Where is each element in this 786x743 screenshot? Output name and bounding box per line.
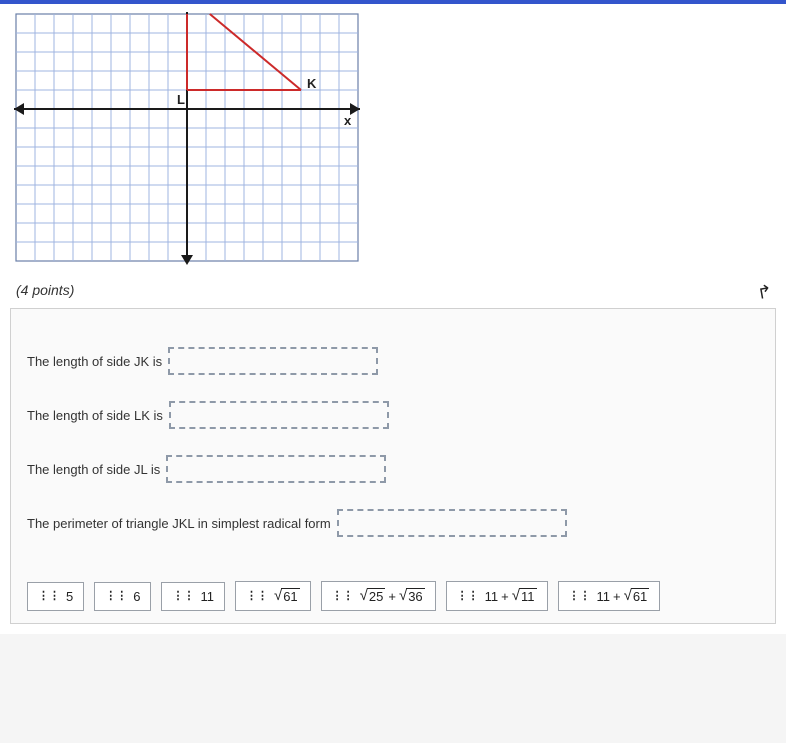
row-lk: The length of side LK is: [27, 401, 759, 429]
answer-tile-6[interactable]: ⋮⋮11 + √61: [558, 581, 661, 611]
drag-handle-icon: ⋮⋮: [332, 592, 354, 600]
svg-text:K: K: [307, 76, 317, 91]
answer-tile-2[interactable]: ⋮⋮11: [161, 582, 225, 611]
points-label: (4 points): [16, 282, 776, 298]
dropzone-lk[interactable]: [169, 401, 389, 429]
answer-tile-4[interactable]: ⋮⋮√25 + √36: [321, 581, 436, 611]
graph-svg: L Kx: [12, 10, 362, 269]
row-jk: The length of side JK is: [27, 347, 759, 375]
label-jl: The length of side JL is: [27, 462, 160, 477]
drag-handle-icon: ⋮⋮: [172, 592, 194, 600]
svg-text:x: x: [344, 113, 352, 128]
tile-row: ⋮⋮5 ⋮⋮6 ⋮⋮11 ⋮⋮√61 ⋮⋮√25 + √36 ⋮⋮11 + √11 ⋮⋮11…: [27, 581, 660, 611]
answer-tile-0[interactable]: ⋮⋮5: [27, 582, 84, 611]
dropzone-jl[interactable]: [166, 455, 386, 483]
row-perimeter: The perimeter of triangle JKL in simples…: [27, 509, 759, 537]
svg-text:L: L: [177, 92, 185, 107]
drag-handle-icon: ⋮⋮: [246, 592, 268, 600]
row-jl: The length of side JL is: [27, 455, 759, 483]
dropzone-jk[interactable]: [168, 347, 378, 375]
drag-handle-icon: ⋮⋮: [38, 592, 60, 600]
coordinate-graph: L Kx: [12, 10, 776, 274]
label-perimeter: The perimeter of triangle JKL in simples…: [27, 516, 331, 531]
label-lk: The length of side LK is: [27, 408, 163, 423]
label-jk: The length of side JK is: [27, 354, 162, 369]
answer-tile-5[interactable]: ⋮⋮11 + √11: [446, 581, 548, 611]
drag-handle-icon: ⋮⋮: [457, 592, 479, 600]
drag-handle-icon: ⋮⋮: [105, 592, 127, 600]
answer-panel: The length of side JK is The length of s…: [10, 308, 776, 624]
page: L Kx (4 points) The length of side JK is …: [0, 0, 786, 634]
answer-tile-1[interactable]: ⋮⋮6: [94, 582, 151, 611]
cursor-icon: ↱: [755, 281, 774, 304]
drag-handle-icon: ⋮⋮: [569, 592, 591, 600]
answer-tile-3[interactable]: ⋮⋮√61: [235, 581, 311, 611]
dropzone-perimeter[interactable]: [337, 509, 567, 537]
